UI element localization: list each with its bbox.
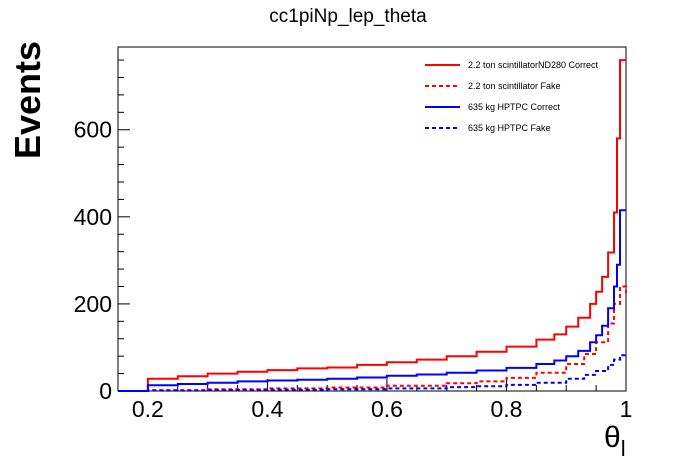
y-axis-label: Events [7,41,48,159]
x-tick-label: 1 [620,396,633,422]
y-tick-label: 200 [74,291,112,317]
x-tick-label: 0.8 [490,396,522,422]
series-line-3 [118,210,626,391]
legend-label: 2.2 ton scintillator Fake [468,81,561,91]
x-tick-label: 0.2 [132,396,164,422]
y-tick-label: 600 [74,117,112,143]
x-tick-label: 0.6 [371,396,403,422]
x-tick-label: 0.4 [251,396,283,422]
x-axis-label-subscript: l [621,436,626,461]
legend-label: 2.2 ton scintillatorND280 Correct [468,60,599,70]
legend-label: 635 kg HPTPC Correct [468,102,561,112]
y-tick-label: 0 [99,378,112,404]
x-axis-label: θl [604,421,626,461]
y-tick-label: 400 [74,204,112,230]
legend-label: 635 kg HPTPC Fake [468,123,551,133]
legend: 2.2 ton scintillatorND280 Correct 2.2 ton… [425,60,599,133]
chart-title: cc1piNp_lep_theta [269,6,427,27]
x-axis-label-main: θ [604,421,621,454]
